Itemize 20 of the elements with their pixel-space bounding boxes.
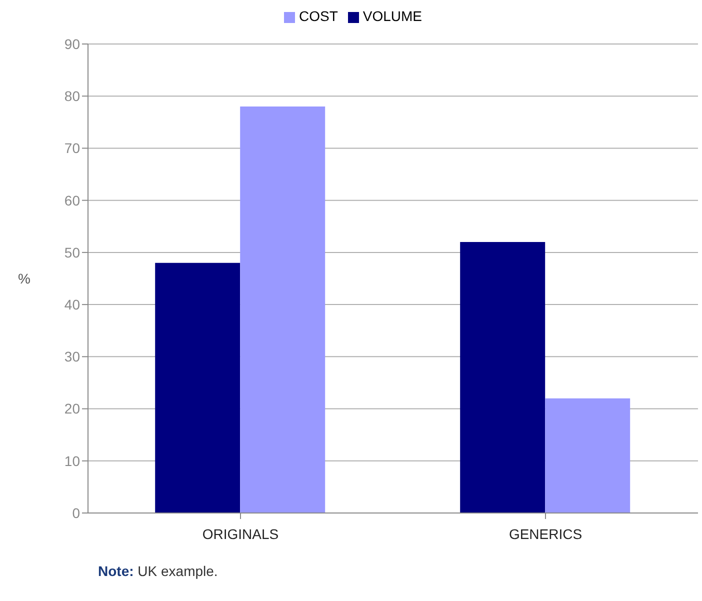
y-tick-label: 60 <box>64 192 80 208</box>
y-tick-label: 70 <box>64 140 80 156</box>
y-tick-label: 20 <box>64 400 80 417</box>
legend-label: COST <box>298 8 338 24</box>
x-tick-label: ORIGINALS <box>202 526 279 542</box>
bar <box>460 242 546 513</box>
legend-label: VOLUME <box>362 8 422 24</box>
y-tick-label: 90 <box>64 36 80 52</box>
text: Note: UK example. <box>98 563 219 579</box>
x-tick-label: GENERICS <box>508 526 582 542</box>
y-tick-label: 40 <box>64 296 80 313</box>
y-tick-label: 0 <box>72 504 80 521</box>
bar <box>240 106 326 513</box>
y-axis-title: % <box>18 270 30 286</box>
y-tick-label: 80 <box>64 88 80 104</box>
y-tick-label: 30 <box>64 348 80 365</box>
bar <box>545 398 630 513</box>
y-tick-label: 50 <box>64 244 80 260</box>
y-tick-label: 10 <box>64 452 80 469</box>
bar <box>155 262 240 513</box>
